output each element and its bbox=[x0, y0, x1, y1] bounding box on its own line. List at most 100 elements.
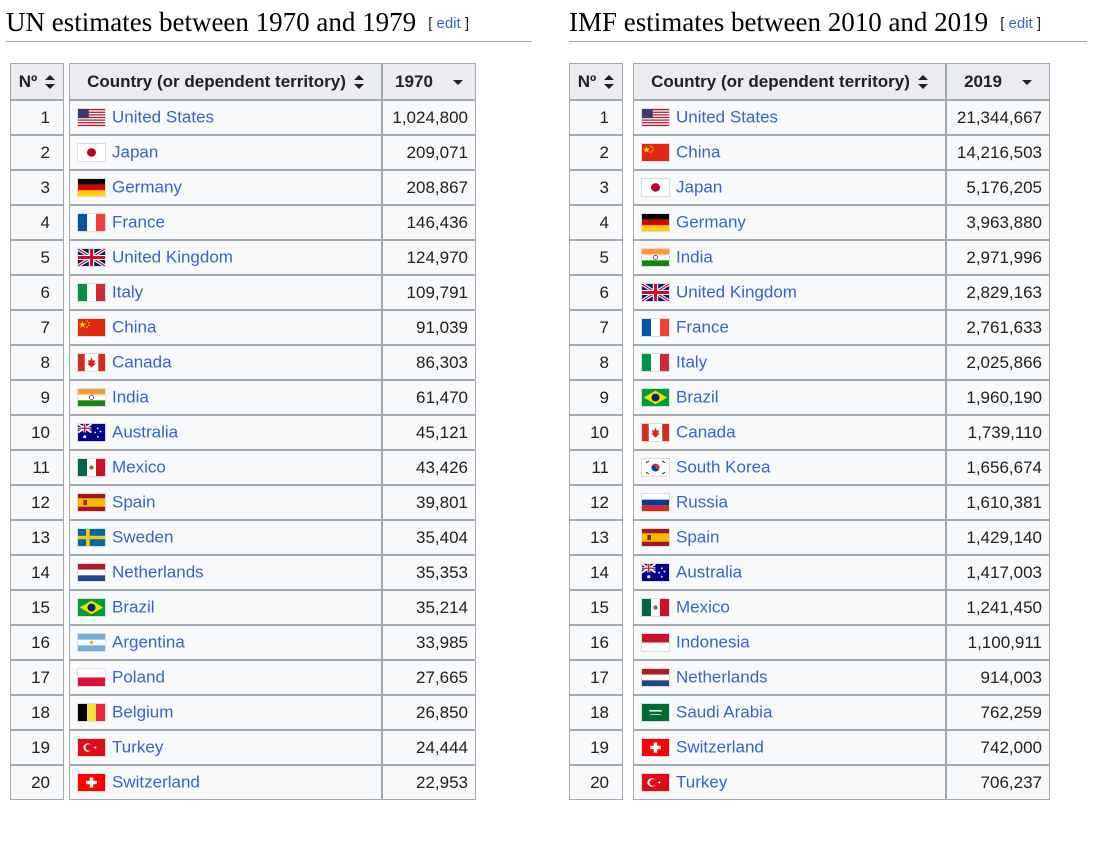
country-link[interactable]: France bbox=[676, 317, 729, 337]
country-link[interactable]: Italy bbox=[112, 282, 144, 302]
flag-fr-icon[interactable] bbox=[77, 213, 106, 233]
flag-sa-icon[interactable] bbox=[641, 703, 670, 723]
imf-value-header[interactable]: 2019 bbox=[946, 63, 1050, 100]
sort-desc-icon[interactable] bbox=[452, 79, 463, 85]
un-value-header[interactable]: 1970 bbox=[382, 63, 476, 100]
rank-cell: 3 bbox=[569, 170, 623, 205]
flag-es-icon[interactable] bbox=[641, 528, 670, 548]
un-edit-link[interactable]: edit bbox=[436, 15, 461, 32]
country-link[interactable]: Germany bbox=[676, 212, 746, 232]
flag-ch-icon[interactable] bbox=[641, 738, 670, 758]
flag-mx-icon[interactable] bbox=[77, 458, 106, 478]
flag-id-icon[interactable] bbox=[641, 633, 670, 653]
flag-in-icon[interactable] bbox=[77, 388, 106, 408]
country-link[interactable]: Turkey bbox=[676, 772, 728, 792]
flag-au-icon[interactable] bbox=[641, 563, 670, 583]
flag-cn-icon[interactable] bbox=[77, 318, 106, 338]
rank-cell: 20 bbox=[10, 765, 64, 800]
country-link[interactable]: Russia bbox=[676, 492, 728, 512]
country-link[interactable]: Saudi Arabia bbox=[676, 702, 773, 722]
flag-ca-icon[interactable] bbox=[641, 423, 670, 443]
flag-au-icon[interactable] bbox=[77, 423, 106, 443]
flag-de-icon[interactable] bbox=[77, 178, 106, 198]
country-cell: Spain bbox=[69, 485, 382, 520]
flag-ca-icon[interactable] bbox=[77, 353, 106, 373]
flag-jp-icon[interactable] bbox=[641, 178, 670, 198]
flag-us-icon[interactable] bbox=[641, 108, 670, 128]
sort-icon[interactable] bbox=[604, 75, 615, 90]
country-link[interactable]: Australia bbox=[676, 562, 743, 582]
flag-jp-icon[interactable] bbox=[77, 143, 106, 163]
country-link[interactable]: Poland bbox=[112, 667, 165, 687]
country-link[interactable]: Canada bbox=[676, 422, 736, 442]
flag-gb-icon[interactable] bbox=[77, 248, 106, 268]
country-link[interactable]: Switzerland bbox=[676, 737, 764, 757]
flag-gb-icon[interactable] bbox=[641, 283, 670, 303]
country-link[interactable]: Germany bbox=[112, 177, 182, 197]
country-link[interactable]: United Kingdom bbox=[112, 247, 233, 267]
country-link[interactable]: Spain bbox=[112, 492, 156, 512]
imf-edit-link[interactable]: edit bbox=[1008, 15, 1033, 32]
flag-tr-icon[interactable] bbox=[641, 773, 670, 793]
flag-be-icon[interactable] bbox=[77, 703, 106, 723]
flag-ru-icon[interactable] bbox=[641, 493, 670, 513]
country-link[interactable]: Turkey bbox=[112, 737, 164, 757]
flag-mx-icon[interactable] bbox=[641, 598, 670, 618]
flag-kr-icon[interactable] bbox=[641, 458, 670, 478]
country-link[interactable]: China bbox=[676, 142, 721, 162]
country-link[interactable]: Spain bbox=[676, 527, 720, 547]
country-link[interactable]: Mexico bbox=[112, 457, 166, 477]
country-link[interactable]: India bbox=[112, 387, 149, 407]
country-link[interactable]: South Korea bbox=[676, 457, 771, 477]
imf-country-header[interactable]: Country (or dependent territory) bbox=[633, 63, 946, 100]
sort-icon[interactable] bbox=[353, 75, 364, 90]
country-link[interactable]: Brazil bbox=[112, 597, 155, 617]
imf-rank-header[interactable]: Nº bbox=[569, 63, 623, 100]
country-link[interactable]: Sweden bbox=[112, 527, 174, 547]
flag-fr-icon[interactable] bbox=[641, 318, 670, 338]
sort-icon[interactable] bbox=[45, 75, 56, 90]
sort-desc-icon[interactable] bbox=[1021, 79, 1032, 85]
country-link[interactable]: United States bbox=[112, 107, 215, 127]
flag-se-icon[interactable] bbox=[77, 528, 106, 548]
un-rank-header[interactable]: Nº bbox=[10, 63, 64, 100]
country-link[interactable]: Italy bbox=[676, 352, 708, 372]
country-link[interactable]: France bbox=[112, 212, 165, 232]
flag-in-icon[interactable] bbox=[641, 248, 670, 268]
flag-br-icon[interactable] bbox=[77, 598, 106, 618]
flag-nl-icon[interactable] bbox=[641, 668, 670, 688]
country-link[interactable]: Brazil bbox=[676, 387, 719, 407]
flag-cn-icon[interactable] bbox=[641, 143, 670, 163]
country-link[interactable]: United States bbox=[676, 107, 779, 127]
country-link[interactable]: Japan bbox=[112, 142, 159, 162]
flag-it-icon[interactable] bbox=[77, 283, 106, 303]
rank-row: 4 bbox=[569, 205, 623, 240]
flag-nl-icon[interactable] bbox=[77, 563, 106, 583]
country-link[interactable]: United Kingdom bbox=[676, 282, 797, 302]
country-link[interactable]: Belgium bbox=[112, 702, 174, 722]
rank-row: 10 bbox=[569, 415, 623, 450]
country-link[interactable]: Australia bbox=[112, 422, 179, 442]
country-link[interactable]: Japan bbox=[676, 177, 723, 197]
country-link[interactable]: China bbox=[112, 317, 157, 337]
country-link[interactable]: Argentina bbox=[112, 632, 185, 652]
flag-tr-icon[interactable] bbox=[77, 738, 106, 758]
country-link[interactable]: Netherlands bbox=[112, 562, 204, 582]
value-cell: 124,970 bbox=[382, 240, 476, 275]
country-link[interactable]: Netherlands bbox=[676, 667, 768, 687]
flag-ar-icon[interactable] bbox=[77, 633, 106, 653]
flag-ch-icon[interactable] bbox=[77, 773, 106, 793]
flag-it-icon[interactable] bbox=[641, 353, 670, 373]
flag-us-icon[interactable] bbox=[77, 108, 106, 128]
flag-pl-icon[interactable] bbox=[77, 668, 106, 688]
country-link[interactable]: Indonesia bbox=[676, 632, 750, 652]
flag-de-icon[interactable] bbox=[641, 213, 670, 233]
sort-icon[interactable] bbox=[917, 75, 928, 90]
country-link[interactable]: India bbox=[676, 247, 713, 267]
country-link[interactable]: Mexico bbox=[676, 597, 730, 617]
un-country-header[interactable]: Country (or dependent territory) bbox=[69, 63, 382, 100]
flag-br-icon[interactable] bbox=[641, 388, 670, 408]
country-link[interactable]: Canada bbox=[112, 352, 172, 372]
country-link[interactable]: Switzerland bbox=[112, 772, 200, 792]
flag-es-icon[interactable] bbox=[77, 493, 106, 513]
